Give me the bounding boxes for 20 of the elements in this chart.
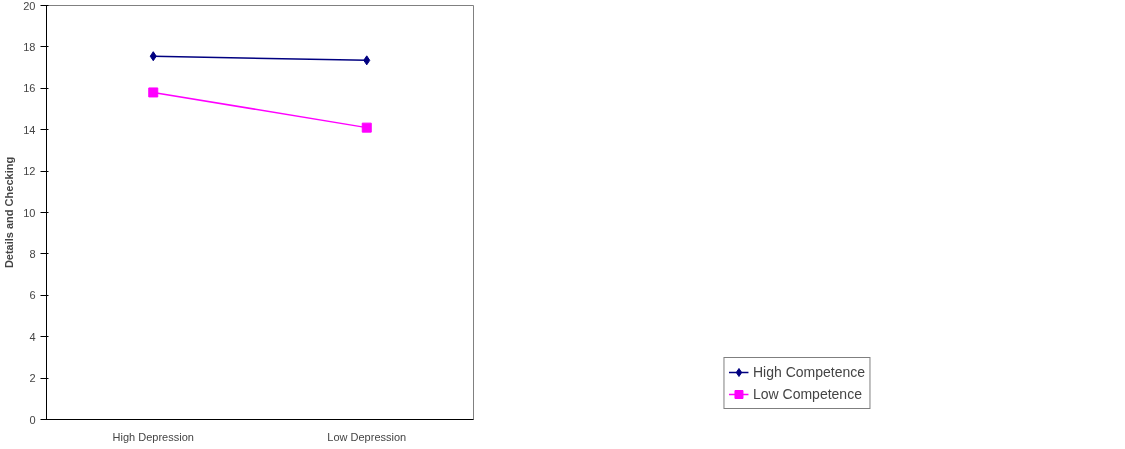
y-tick-label: 20 <box>23 0 36 12</box>
point <box>363 55 371 66</box>
x-tick-label: Low Depression <box>327 430 407 443</box>
y-tick-label: 10 <box>23 206 36 219</box>
y-tick-label: 18 <box>23 40 36 53</box>
legend-label: Low Competence <box>752 386 862 402</box>
y-tick-label: 4 <box>29 330 36 343</box>
y-tick-label: 16 <box>23 82 36 95</box>
y-tick-label: 2 <box>29 372 36 385</box>
y-tick-label: 6 <box>29 289 36 302</box>
y-tick-label: 8 <box>29 247 36 260</box>
y-tick-label: 12 <box>23 165 36 178</box>
x-tick-label: High Depression <box>112 430 194 443</box>
legend-label: High Competence <box>752 364 866 380</box>
y-tick-label: 0 <box>29 413 36 426</box>
point <box>361 122 372 133</box>
y-axis-title: Details and Checking <box>3 156 16 269</box>
y-tick-label: 14 <box>23 123 36 136</box>
point <box>148 87 159 98</box>
point <box>149 51 157 62</box>
